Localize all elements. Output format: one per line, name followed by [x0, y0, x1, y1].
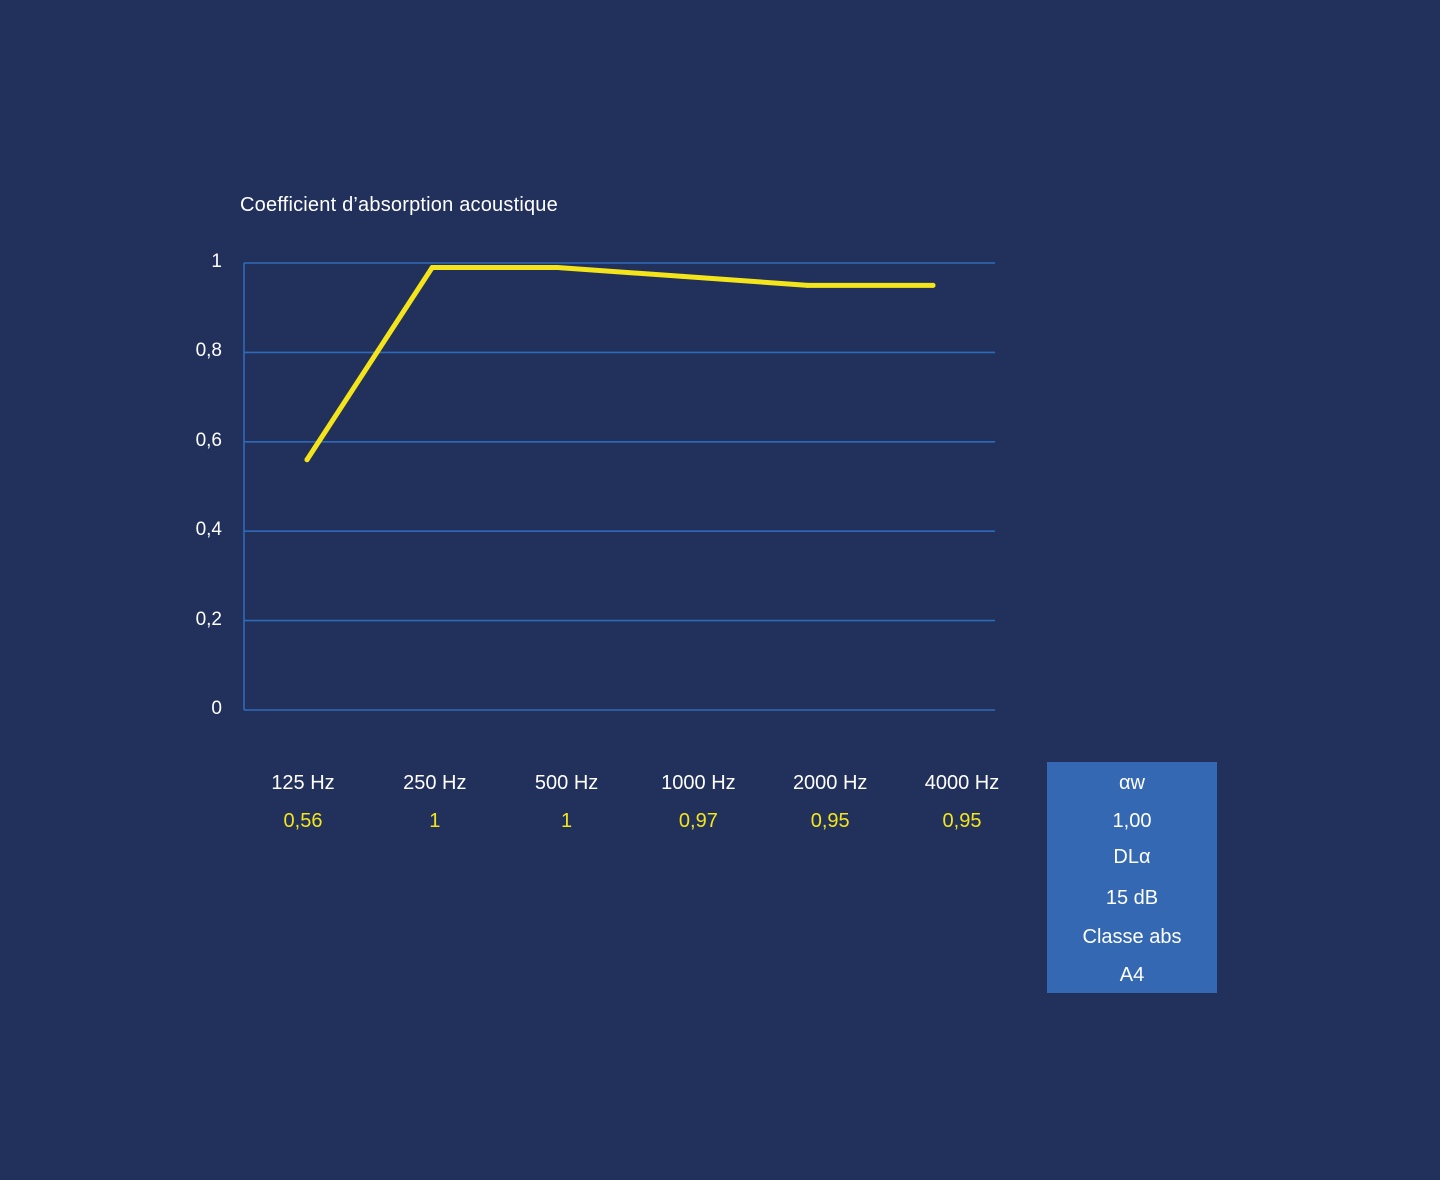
- rating-alpha-w-value: 1,00: [1112, 810, 1152, 832]
- y-tick-label: 1: [211, 251, 222, 272]
- data-point: [429, 265, 435, 270]
- y-tick-label: 0,6: [195, 429, 222, 451]
- x-category-label: 500 Hz: [534, 772, 599, 794]
- data-point: [304, 457, 310, 463]
- rating-dl-alpha-label: DLα: [1113, 846, 1151, 868]
- y-tick-label: 0: [211, 698, 222, 719]
- x-category-label: 250 Hz: [403, 772, 467, 794]
- x-category-label: 2000 Hz: [792, 772, 868, 794]
- data-value-label: 0,97: [678, 810, 718, 832]
- series-line: [304, 265, 936, 463]
- data-point: [554, 265, 560, 270]
- x-category-label: 4000 Hz: [924, 772, 1000, 794]
- data-point: [805, 282, 811, 288]
- data-value-label: 1: [561, 810, 573, 832]
- rating-dl-alpha-value: 15 dB: [1105, 887, 1159, 909]
- x-category-label: 1000 Hz: [661, 772, 736, 794]
- rating-summary-box: αw 1,00 DLα 15 dB Classe abs A4: [1047, 762, 1217, 993]
- y-tick-label: 0,2: [195, 608, 222, 630]
- rating-class-label: Classe abs: [1082, 926, 1182, 948]
- data-point: [680, 273, 686, 279]
- data-value-label: 0,95: [810, 810, 850, 832]
- chart-title: Coefficient d’absorption acoustique: [240, 194, 558, 216]
- data-point: [930, 282, 936, 288]
- data-value-label: 1: [429, 810, 441, 832]
- rating-class-value: A4: [1119, 964, 1145, 986]
- data-value-label: 0,56: [283, 810, 323, 832]
- data-value-label: 0,95: [942, 810, 982, 832]
- rating-alpha-w-label: αw: [1118, 772, 1145, 794]
- x-category-label: 125 Hz: [271, 772, 335, 794]
- y-tick-label: 0,4: [195, 519, 222, 541]
- y-tick-label: 0,8: [195, 340, 222, 362]
